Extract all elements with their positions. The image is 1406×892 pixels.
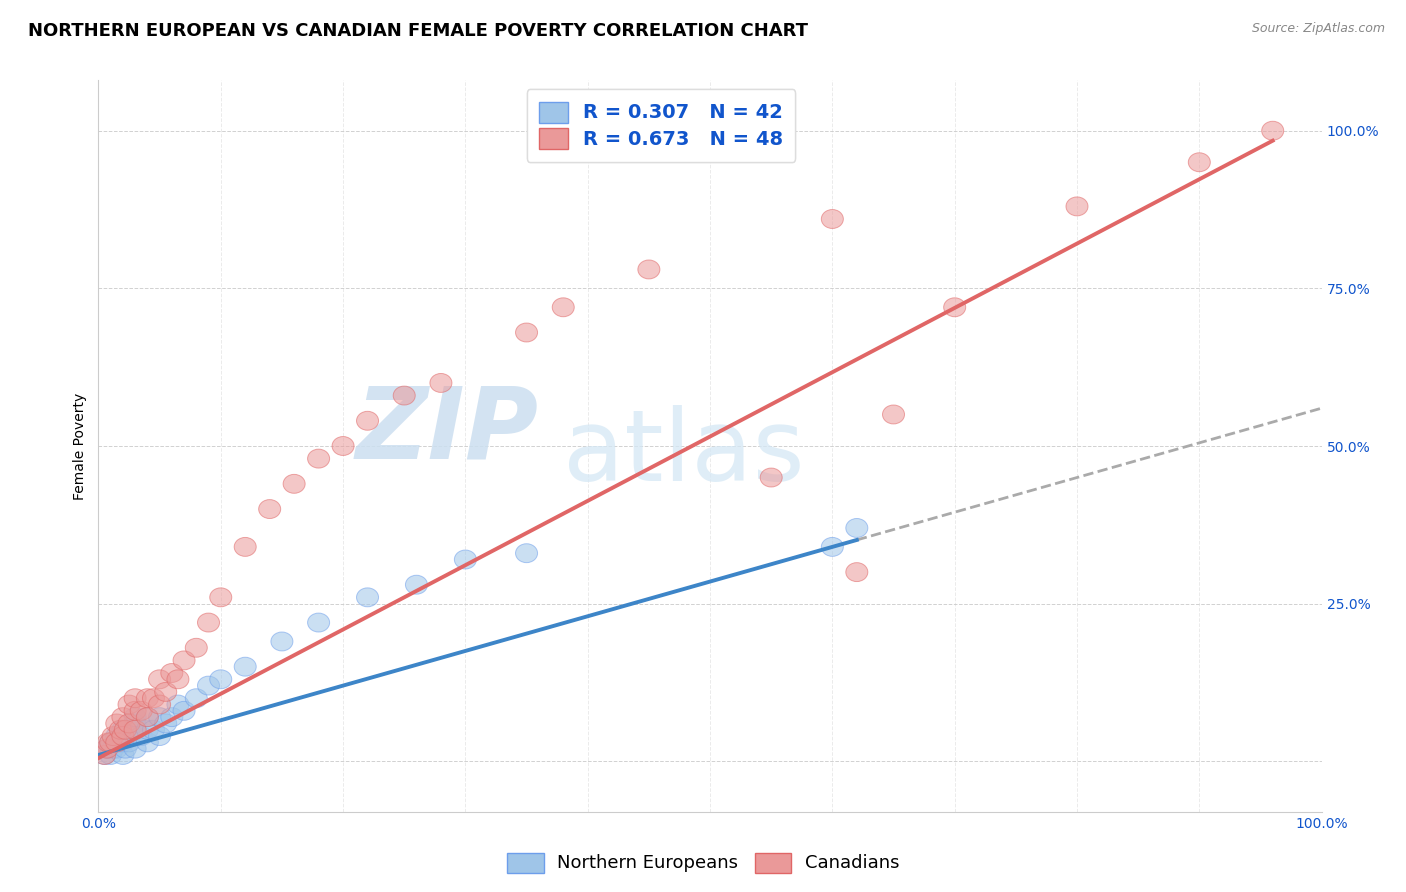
Ellipse shape (149, 707, 170, 727)
Ellipse shape (114, 739, 136, 758)
Ellipse shape (112, 727, 134, 746)
Ellipse shape (430, 374, 451, 392)
Ellipse shape (160, 707, 183, 727)
Ellipse shape (167, 670, 188, 689)
Ellipse shape (136, 707, 159, 727)
Ellipse shape (197, 676, 219, 695)
Ellipse shape (136, 707, 159, 727)
Ellipse shape (454, 550, 477, 569)
Legend: Northern Europeans, Canadians: Northern Europeans, Canadians (501, 847, 905, 880)
Ellipse shape (124, 701, 146, 721)
Ellipse shape (96, 739, 118, 758)
Ellipse shape (283, 475, 305, 493)
Ellipse shape (110, 721, 131, 739)
Ellipse shape (142, 721, 165, 739)
Ellipse shape (103, 739, 124, 758)
Text: NORTHERN EUROPEAN VS CANADIAN FEMALE POVERTY CORRELATION CHART: NORTHERN EUROPEAN VS CANADIAN FEMALE POV… (28, 22, 808, 40)
Text: ZIP: ZIP (356, 383, 538, 480)
Ellipse shape (149, 670, 170, 689)
Ellipse shape (114, 721, 136, 739)
Ellipse shape (235, 537, 256, 557)
Ellipse shape (124, 727, 146, 746)
Ellipse shape (110, 733, 131, 752)
Ellipse shape (308, 450, 329, 468)
Ellipse shape (100, 733, 122, 752)
Ellipse shape (97, 739, 120, 758)
Ellipse shape (167, 695, 188, 714)
Ellipse shape (124, 739, 146, 758)
Ellipse shape (846, 518, 868, 537)
Ellipse shape (1066, 197, 1088, 216)
Ellipse shape (173, 651, 195, 670)
Ellipse shape (131, 701, 152, 721)
Ellipse shape (308, 613, 329, 632)
Ellipse shape (112, 733, 134, 752)
Ellipse shape (118, 695, 141, 714)
Ellipse shape (112, 707, 134, 727)
Ellipse shape (94, 746, 115, 764)
Ellipse shape (105, 727, 128, 746)
Ellipse shape (209, 588, 232, 607)
Ellipse shape (112, 746, 134, 764)
Ellipse shape (186, 639, 207, 657)
Ellipse shape (142, 689, 165, 707)
Ellipse shape (103, 727, 124, 746)
Ellipse shape (136, 733, 159, 752)
Ellipse shape (124, 689, 146, 707)
Text: atlas: atlas (564, 405, 804, 502)
Ellipse shape (271, 632, 292, 651)
Ellipse shape (821, 537, 844, 557)
Ellipse shape (149, 695, 170, 714)
Ellipse shape (105, 739, 128, 758)
Ellipse shape (94, 746, 115, 764)
Ellipse shape (124, 721, 146, 739)
Ellipse shape (105, 714, 128, 733)
Ellipse shape (357, 411, 378, 430)
Ellipse shape (96, 739, 118, 758)
Ellipse shape (118, 714, 141, 733)
Ellipse shape (516, 544, 537, 563)
Ellipse shape (118, 733, 141, 752)
Ellipse shape (209, 670, 232, 689)
Ellipse shape (131, 727, 152, 746)
Ellipse shape (149, 727, 170, 746)
Ellipse shape (100, 733, 122, 752)
Ellipse shape (186, 689, 207, 707)
Ellipse shape (97, 733, 120, 752)
Ellipse shape (235, 657, 256, 676)
Ellipse shape (124, 707, 146, 727)
Ellipse shape (761, 468, 782, 487)
Ellipse shape (136, 689, 159, 707)
Ellipse shape (118, 721, 141, 739)
Ellipse shape (1261, 121, 1284, 140)
Ellipse shape (638, 260, 659, 279)
Ellipse shape (155, 682, 177, 701)
Ellipse shape (394, 386, 415, 405)
Ellipse shape (112, 721, 134, 739)
Ellipse shape (553, 298, 574, 317)
Ellipse shape (332, 436, 354, 456)
Ellipse shape (124, 714, 146, 733)
Ellipse shape (105, 733, 128, 752)
Ellipse shape (357, 588, 378, 607)
Ellipse shape (943, 298, 966, 317)
Ellipse shape (160, 664, 183, 682)
Ellipse shape (155, 714, 177, 733)
Ellipse shape (1188, 153, 1211, 172)
Text: Source: ZipAtlas.com: Source: ZipAtlas.com (1251, 22, 1385, 36)
Legend: R = 0.307   N = 42, R = 0.673   N = 48: R = 0.307 N = 42, R = 0.673 N = 48 (527, 89, 796, 161)
Ellipse shape (197, 613, 219, 632)
Ellipse shape (173, 701, 195, 721)
Ellipse shape (821, 210, 844, 228)
Ellipse shape (136, 721, 159, 739)
Ellipse shape (846, 563, 868, 582)
Ellipse shape (883, 405, 904, 424)
Ellipse shape (516, 323, 537, 342)
Ellipse shape (100, 746, 122, 764)
Ellipse shape (259, 500, 281, 518)
Ellipse shape (405, 575, 427, 594)
Y-axis label: Female Poverty: Female Poverty (73, 392, 87, 500)
